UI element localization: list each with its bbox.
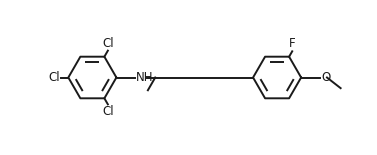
Text: NH: NH	[136, 71, 154, 84]
Text: O: O	[321, 71, 330, 84]
Text: Cl: Cl	[102, 37, 114, 50]
Text: F: F	[289, 37, 296, 50]
Text: Cl: Cl	[102, 105, 114, 118]
Text: Cl: Cl	[49, 71, 60, 84]
